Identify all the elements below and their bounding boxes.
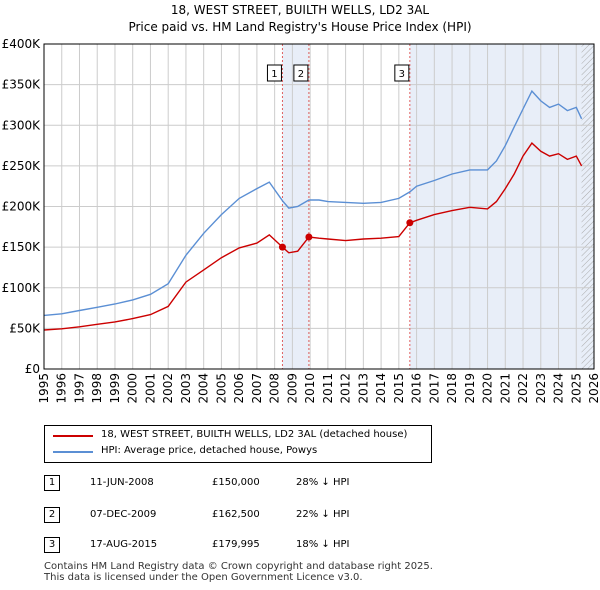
plot-border [43,43,595,370]
x-tick-label: 2022 [516,373,530,404]
sale-hpi-diff: 22% ↓ HPI [296,509,350,520]
y-tick-label: £0 [25,362,40,376]
sale-hpi-diff: 28% ↓ HPI [296,477,350,488]
sale-hpi-diff: 18% ↓ HPI [296,539,350,550]
y-tick-label: £200K [2,200,42,214]
x-tick-label: 1998 [90,373,104,404]
sale-point [278,243,286,251]
x-tick-label: 2019 [463,373,477,404]
chart-subtitle: Price paid vs. HM Land Registry's House … [128,20,472,34]
sale-marker-label: 2 [298,69,304,80]
x-tick-label: 2007 [250,373,264,404]
sale-point [305,233,313,241]
sale-number-badge: 1 [44,475,60,491]
sale-number-badge: 3 [44,537,60,553]
sale-date: 11-JUN-2008 [90,477,154,488]
x-tick-label: 2020 [481,373,495,404]
price-chart: £0 £50K £100K £150K £200K £250K £300K £350K £400… [2,37,600,404]
chart-title: 18, WEST STREET, BUILTH WELLS, LD2 3AL [170,3,430,17]
table-row: 1 11-JUN-2008 £150,000 28% ↓ HPI [44,475,544,493]
legend-label-hpi: HPI: Average price, detached house, Powy… [101,445,318,456]
footer-copyright: Contains HM Land Registry data © Crown c… [44,561,433,572]
sale-date: 17-AUG-2015 [90,539,158,550]
legend-swatch-property [53,435,93,437]
x-tick-label: 2001 [143,373,157,404]
x-tick-label: 2024 [552,373,566,404]
sale-point [406,219,414,227]
table-row: 2 07-DEC-2009 £162,500 22% ↓ HPI [44,507,544,525]
series-line-hpi [43,89,583,317]
sale-marker-box [293,64,309,82]
sale-number-badge: 2 [44,507,60,523]
x-tick-label: 2009 [285,373,299,404]
x-tick-label: 2008 [268,373,282,404]
x-tick-label: 2006 [232,373,246,404]
x-tick-label: 2011 [321,373,335,404]
y-tick-label: £100K [2,281,42,295]
legend-swatch-hpi [53,451,93,453]
legend-label-property: 18, WEST STREET, BUILTH WELLS, LD2 3AL (… [101,429,408,440]
series-line-property [43,142,583,331]
x-tick-label: 2018 [445,373,459,404]
x-tick-label: 2026 [587,373,600,404]
x-tick-label: 2010 [303,373,317,404]
sale-marker-label: 3 [399,69,405,80]
x-tick-label: 2015 [392,373,406,404]
footer-licence: This data is licensed under the Open Gov… [44,572,363,583]
x-tick-label: 2005 [214,373,228,404]
sale-price: £162,500 [212,509,260,520]
sale-marker-box [266,64,282,82]
x-tick-label: 2012 [339,373,353,404]
y-tick-label: £250K [2,159,42,173]
x-tick-label: 2016 [410,373,424,404]
x-tick-label: 2013 [356,373,370,404]
x-tick-label: 2000 [126,373,140,404]
x-tick-label: 2025 [569,373,583,404]
x-tick-label: 1995 [37,373,51,404]
x-tick-label: 2023 [534,373,548,404]
legend-item-property: 18, WEST STREET, BUILTH WELLS, LD2 3AL (… [45,428,431,444]
legend-item-hpi: HPI: Average price, detached house, Powy… [45,444,431,460]
x-tick-label: 2002 [161,373,175,404]
x-tick-label: 2014 [374,373,388,404]
x-tick-label: 2003 [179,373,193,404]
sale-date: 07-DEC-2009 [90,509,157,520]
y-tick-label: £350K [2,78,42,92]
sale-price: £179,995 [212,539,260,550]
x-tick-label: 2004 [197,373,211,404]
x-tick-label: 1999 [108,373,122,404]
x-tick-label: 2017 [427,373,441,404]
y-tick-label: £400K [2,37,42,51]
x-tick-label: 1997 [72,373,86,404]
x-tick-label: 2021 [498,373,512,404]
x-tick-label: 1996 [55,373,69,404]
table-row: 3 17-AUG-2015 £179,995 18% ↓ HPI [44,537,544,555]
sale-marker-label: 1 [271,69,277,80]
sale-price: £150,000 [212,477,260,488]
chart-legend: 18, WEST STREET, BUILTH WELLS, LD2 3AL (… [44,425,432,463]
sale-marker-box [394,64,410,82]
y-tick-label: £150K [2,240,42,254]
y-tick-label: £50K [9,321,41,335]
y-tick-label: £300K [2,118,42,132]
